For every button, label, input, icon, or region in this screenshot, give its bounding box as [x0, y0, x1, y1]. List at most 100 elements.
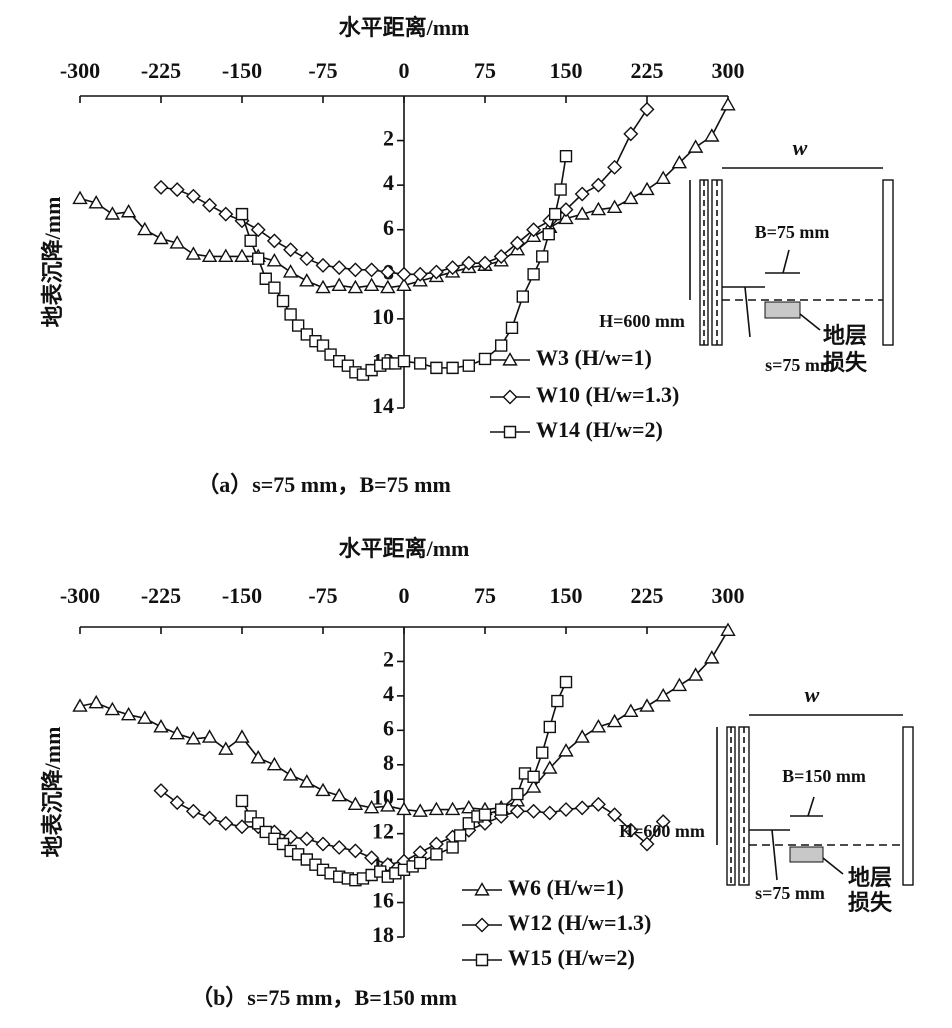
- data-point: [590, 177, 606, 193]
- data-point: [315, 279, 331, 294]
- data-point: [687, 667, 704, 681]
- inset-label: s=75 mm: [755, 883, 825, 903]
- inset-label: w: [805, 682, 820, 707]
- data-point: [120, 203, 137, 218]
- data-point: [396, 801, 412, 816]
- leader: [744, 286, 751, 338]
- data-point: [428, 801, 445, 816]
- data-point: [218, 815, 234, 831]
- data-point: [525, 779, 542, 793]
- ground-loss: [789, 846, 824, 863]
- data-point: [558, 743, 574, 757]
- data-point: [282, 767, 299, 781]
- caption: （a）s=75 mm，B=75 mm: [197, 472, 451, 497]
- inset-label: 损失: [848, 890, 893, 915]
- data-point: [331, 277, 347, 292]
- data-point: [315, 782, 331, 797]
- data-point: [536, 746, 549, 759]
- data-point: [299, 273, 315, 287]
- data-point: [558, 210, 574, 225]
- x-tick-label: -75: [308, 58, 337, 83]
- data-point: [331, 787, 347, 802]
- data-point: [509, 235, 525, 251]
- data-point: [687, 139, 704, 153]
- data-point: [414, 357, 427, 370]
- data-point: [655, 687, 671, 702]
- y-tick-label: 12: [372, 819, 394, 844]
- data-point: [88, 195, 104, 209]
- data-point: [218, 248, 234, 263]
- data-point: [380, 279, 396, 294]
- data-point: [299, 774, 315, 788]
- data-point: [542, 227, 555, 241]
- data-point: [639, 836, 655, 852]
- legend-marker: [502, 389, 518, 405]
- x-tick-label: -225: [141, 583, 181, 608]
- y-tick-label: 16: [372, 888, 394, 913]
- data-point: [347, 843, 363, 859]
- data-point: [364, 850, 380, 866]
- data-point: [234, 248, 250, 263]
- data-point: [169, 182, 185, 198]
- data-point: [590, 718, 607, 733]
- leader: [782, 249, 790, 274]
- y-tick-label: 18: [372, 922, 394, 947]
- data-point: [396, 277, 412, 292]
- data-point: [347, 796, 364, 810]
- y-tick-label: 4: [383, 170, 394, 195]
- legend-marker: [474, 882, 490, 896]
- leader: [771, 829, 778, 881]
- data-point: [201, 729, 218, 743]
- data-point: [235, 207, 249, 221]
- data-point: [495, 803, 508, 816]
- x-tick-label: -300: [60, 58, 100, 83]
- data-point: [414, 856, 427, 870]
- data-point: [720, 622, 736, 637]
- data-point: [153, 179, 169, 195]
- data-point: [445, 260, 461, 276]
- data-point: [169, 725, 185, 740]
- data-point: [250, 749, 266, 764]
- data-point: [364, 262, 380, 278]
- data-point: [623, 126, 639, 142]
- legend-marker: [503, 425, 517, 439]
- y-tick-label: 2: [383, 126, 394, 151]
- legend-label: W12 (H/w=1.3): [508, 910, 651, 935]
- data-point: [380, 798, 396, 812]
- legend-label: W3 (H/w=1): [536, 345, 652, 370]
- data-point: [574, 800, 590, 816]
- data-point: [446, 841, 459, 854]
- data-point: [511, 787, 524, 801]
- data-point: [495, 339, 508, 352]
- data-point: [169, 235, 185, 249]
- data-point: [558, 802, 574, 818]
- inset-label: s=75 mm: [765, 355, 835, 375]
- leader: [807, 796, 815, 817]
- inset-label: H=600 mm: [619, 821, 705, 841]
- data-point: [284, 308, 297, 321]
- data-point: [607, 807, 623, 823]
- data-point: [266, 253, 283, 267]
- data-point: [283, 242, 299, 258]
- leader: [799, 313, 821, 331]
- x-tick-label: 0: [399, 583, 410, 608]
- data-point: [88, 694, 104, 709]
- y-axis-title: 地表沉降/mm: [40, 727, 65, 858]
- x-tick-label: 75: [474, 583, 496, 608]
- data-point: [137, 221, 153, 236]
- data-point: [72, 698, 88, 712]
- data-point: [655, 170, 671, 185]
- data-point: [430, 848, 443, 861]
- data-point: [526, 803, 542, 819]
- data-point: [461, 255, 477, 271]
- data-point: [428, 264, 444, 280]
- data-point: [201, 248, 218, 263]
- x-tick-label: 0: [399, 58, 410, 83]
- data-point: [153, 718, 169, 733]
- data-point: [639, 101, 655, 117]
- data-point: [574, 729, 590, 743]
- data-point: [363, 277, 380, 292]
- data-point: [461, 799, 477, 814]
- legend-label: W10 (H/w=1.3): [536, 382, 679, 407]
